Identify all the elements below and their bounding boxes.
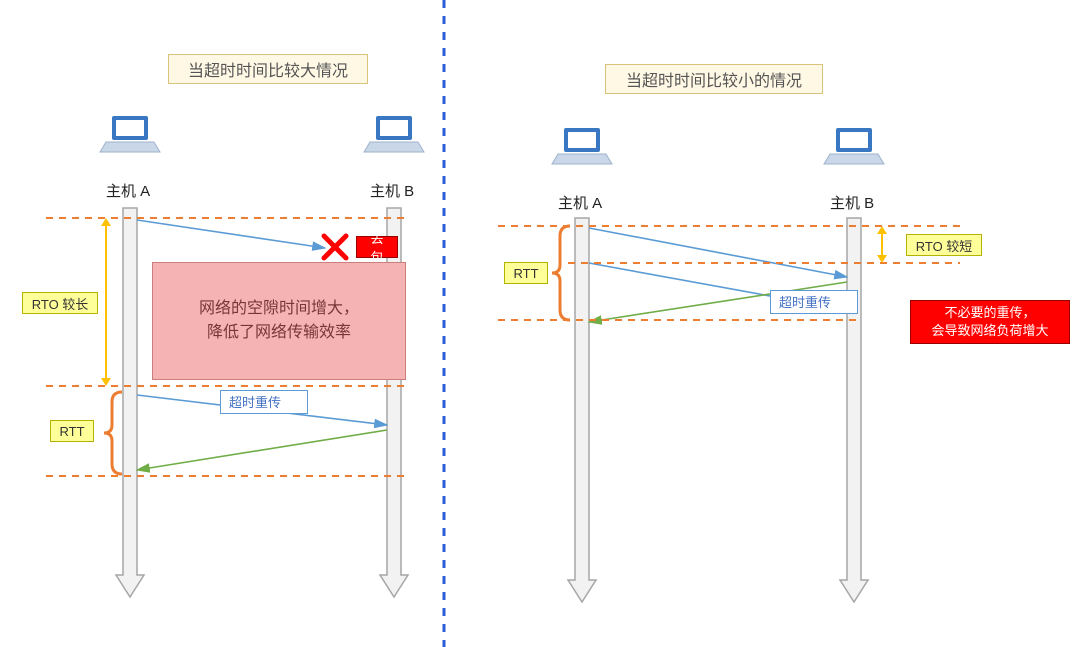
right-retrans-label: 超时重传: [770, 290, 858, 314]
right-host-b-label: 主机 B: [830, 192, 874, 213]
left-rtt-label: RTT: [50, 420, 94, 442]
right-warn-box: 不必要的重传， 会导致网络负荷增大: [910, 300, 1070, 344]
left-host-a-label: 主机 A: [106, 180, 150, 201]
warn-line2: 会导致网络负荷增大: [931, 322, 1048, 340]
left-retrans-label: 超时重传: [220, 390, 308, 414]
left-host-b-label: 主机 B: [370, 180, 414, 201]
gap-line2: 降低了网络传输效率: [199, 321, 359, 345]
right-rtt-label: RTT: [504, 262, 548, 284]
warn-line1: 不必要的重传，: [931, 304, 1048, 322]
right-rto-label: RTO 较短: [906, 234, 982, 256]
left-title: 当超时时间比较大情况: [168, 54, 368, 84]
drop-label: 丢包: [356, 236, 398, 258]
right-title: 当超时时间比较小的情况: [605, 64, 823, 94]
gap-explain-box: 网络的空隙时间增大， 降低了网络传输效率: [152, 262, 406, 380]
right-host-a-label: 主机 A: [558, 192, 602, 213]
left-rto-label: RTO 较长: [22, 292, 98, 314]
gap-line1: 网络的空隙时间增大，: [199, 297, 359, 321]
